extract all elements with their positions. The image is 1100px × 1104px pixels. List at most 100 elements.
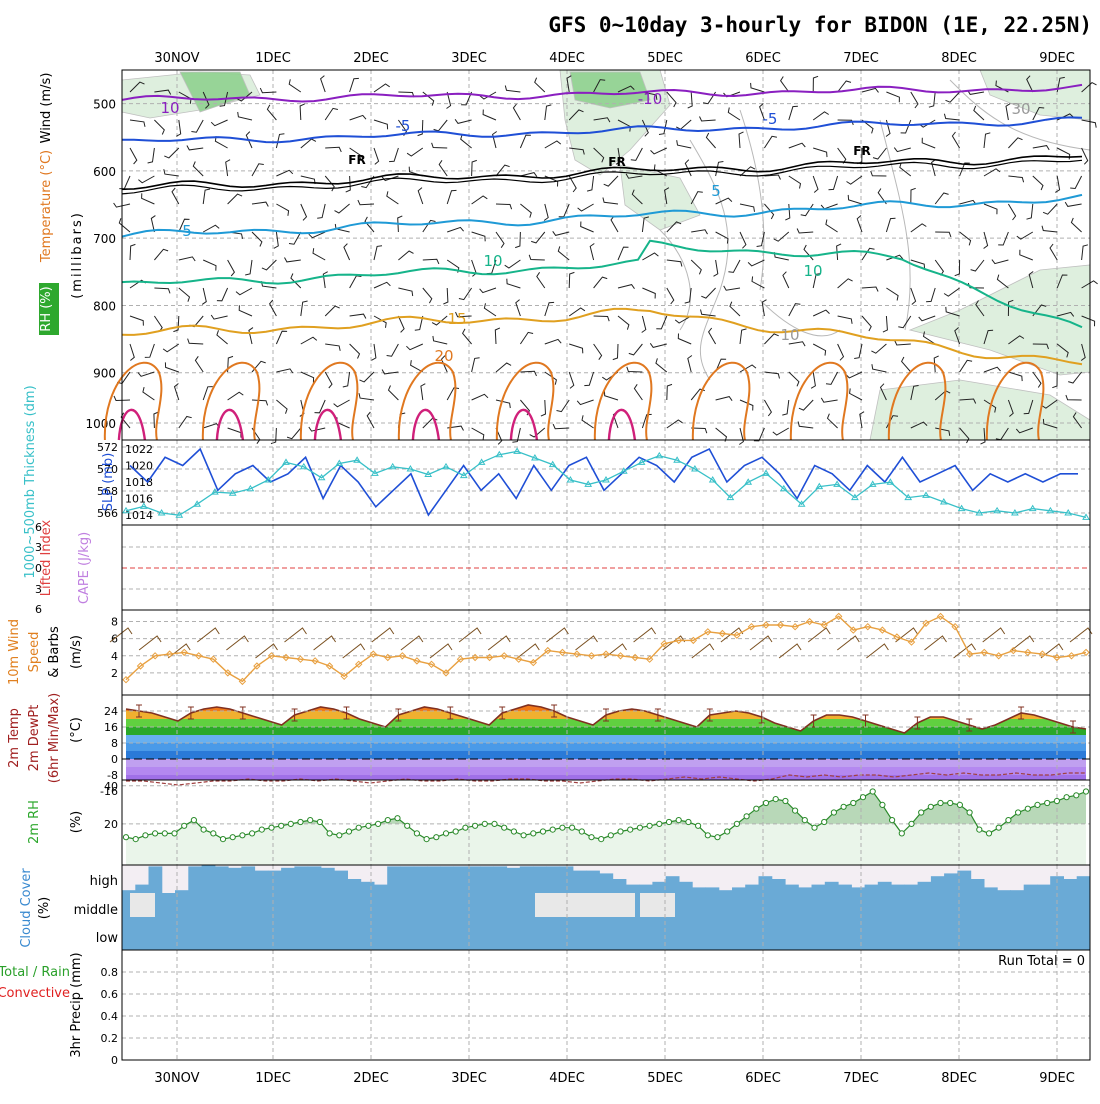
- cloud-high-bar: [798, 887, 813, 893]
- thickness-marker: [673, 456, 681, 463]
- slp-ytick-1020: 1020: [125, 460, 153, 473]
- temp-contour-2: [121, 155, 1083, 191]
- wind-barb: [1032, 343, 1049, 350]
- rh2m-marker: [510, 828, 518, 835]
- wind-barb: [558, 203, 570, 218]
- thickness-marker: [815, 482, 824, 490]
- wind-barb: [910, 421, 928, 429]
- wind-barb: [373, 315, 387, 328]
- wind-barb: [343, 243, 351, 261]
- rh-contour-3: [949, 79, 1091, 151]
- rh2m-marker: [695, 822, 702, 829]
- wind-barb: [317, 203, 326, 219]
- wind-barb: [593, 79, 606, 93]
- wind-barb: [361, 175, 375, 189]
- rh-axis-label: RH (%): [39, 286, 54, 331]
- wind-barb: [879, 383, 887, 401]
- wind-barb: [788, 142, 806, 149]
- thickness-marker: [744, 478, 753, 485]
- wind-barb: [273, 231, 279, 249]
- wind-barb: [1032, 371, 1042, 388]
- wind-barb: [113, 395, 131, 402]
- date-label-bottom-5DEC: 5DEC: [647, 1071, 683, 1086]
- wind10m-barb: [429, 643, 453, 659]
- thickness-marker: [566, 476, 575, 483]
- thickness-marker: [317, 473, 326, 481]
- rh2m-marker: [171, 830, 178, 837]
- wind-barb: [171, 187, 180, 205]
- rh2m-marker: [549, 826, 556, 833]
- wind-barb: [479, 287, 497, 294]
- wind-barb: [284, 257, 301, 263]
- temp-band-2: [126, 767, 1086, 775]
- wind-barb: [1052, 371, 1058, 389]
- wind10m-barb: [458, 627, 482, 643]
- wind-barb: [366, 411, 375, 429]
- wind-barb: [248, 327, 254, 345]
- wind10m-marker: [573, 650, 581, 658]
- wind-barb: [515, 299, 521, 317]
- wind10m-barb: [371, 627, 395, 643]
- thickness-marker: [1011, 509, 1019, 516]
- wind-barb: [764, 174, 781, 180]
- rh-ytick-20: 20: [104, 818, 118, 831]
- wind-barb: [828, 175, 839, 191]
- wind-barb: [910, 385, 919, 401]
- rh2m-marker: [578, 828, 585, 835]
- wind-barb: [918, 315, 936, 322]
- wind10m-marker: [980, 648, 988, 657]
- thickness-marker: [246, 484, 255, 492]
- wind-barb: [142, 386, 155, 401]
- wind10m-marker: [340, 672, 348, 681]
- wind-barb: [495, 231, 505, 248]
- rh2m-marker: [559, 824, 566, 831]
- wind10m-marker: [1067, 652, 1076, 660]
- cloud-high-bar: [970, 879, 985, 893]
- cloud-high-bar: [625, 884, 640, 893]
- cloud-high-bar: [1023, 884, 1038, 893]
- wind-barb: [202, 386, 213, 401]
- wind10m-marker: [529, 658, 538, 667]
- thickness-marker: [797, 500, 806, 507]
- contour-label-7: 5: [711, 182, 721, 200]
- wind-barb: [715, 161, 724, 177]
- wind-barb: [753, 427, 765, 442]
- wind-barb: [885, 119, 891, 137]
- wind-barb: [173, 315, 180, 333]
- wind-barb: [782, 399, 790, 416]
- cloud-high-bar: [758, 876, 773, 893]
- wind10m-marker: [296, 655, 305, 663]
- rh2m-marker: [1034, 801, 1041, 809]
- wind-barb: [886, 91, 900, 103]
- rh2m-marker: [743, 813, 750, 820]
- cloud-high-bar: [983, 887, 998, 893]
- temp-ytick-0: 0: [111, 753, 118, 766]
- thickness-marker: [122, 506, 130, 514]
- lifted-index-axis-label: Lifted Index: [39, 519, 54, 596]
- wind-barb: [846, 175, 863, 185]
- wind10m-barb: [575, 635, 598, 651]
- rh2m-marker: [801, 817, 808, 824]
- wind-barb: [482, 109, 497, 121]
- wind-barb: [373, 147, 380, 165]
- wind10m-marker: [1038, 650, 1047, 658]
- wind-barb: [544, 104, 552, 121]
- temp-contour-20-loop: [201, 361, 261, 441]
- wind-barb: [690, 191, 703, 205]
- wind-barb: [202, 224, 220, 233]
- cloud-high-bar: [572, 870, 587, 893]
- cloud-high-bar: [957, 870, 972, 893]
- upper-air-wind-barbs: [113, 75, 1098, 445]
- wind-barb: [577, 203, 594, 212]
- wind-barb: [882, 315, 888, 333]
- thickness-marker: [459, 471, 468, 479]
- wind-barb: [983, 366, 1001, 373]
- rh2m-marker: [1005, 817, 1012, 824]
- wind-barb: [983, 231, 989, 249]
- page-title: GFS 0~10day 3-hourly for BIDON (1E, 22.2…: [548, 13, 1092, 37]
- wind10m-barb: [226, 635, 249, 651]
- wind-barb: [276, 203, 290, 216]
- wind-barb: [690, 259, 702, 275]
- wind-barb: [983, 399, 997, 413]
- wind10m-marker: [805, 617, 814, 626]
